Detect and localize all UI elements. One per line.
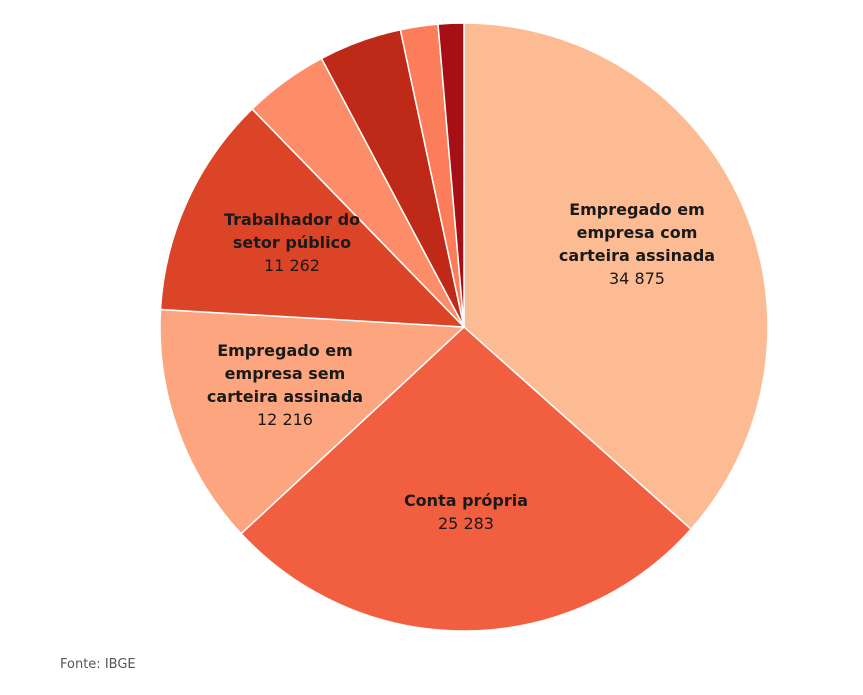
- pie-slice-conta-propria: [240, 325, 693, 632]
- slice-value-empregado-em-empresa-sem-carteira-assinada: 12 216: [257, 410, 313, 429]
- slice-label-conta-propria-line-1: Conta própria: [404, 491, 528, 510]
- pie-slices: [159, 22, 769, 632]
- slice-label-empregado-em-empresa-sem-carteira-assinada-line-1: Empregado em: [217, 341, 353, 360]
- slice-label-empregado-em-empresa-com-carteira-assinada-line-1: Empregado em: [569, 200, 705, 219]
- pie-slice-empregado-em-empresa-sem-carteira-assinada: [159, 308, 466, 535]
- slice-value-empregado-em-empresa-com-carteira-assinada: 34 875: [609, 269, 665, 288]
- slice-value-conta-propria: 25 283: [438, 514, 494, 533]
- slice-label-trabalhador-do-setor-publico-line-2: setor público: [233, 233, 351, 252]
- slice-label-empregado-em-empresa-com-carteira-assinada-line-2: empresa com: [577, 223, 698, 242]
- slice-label-empregado-em-empresa-com-carteira-assinada-line-3: carteira assinada: [559, 246, 715, 265]
- pie-slice-trabalhador-do-setor-publico: [159, 107, 466, 328]
- pie-labels: Empregado em empresa com carteira assinada…: [207, 200, 715, 533]
- pie-slice-unlabeled-7: [437, 22, 465, 328]
- slice-value-trabalhador-do-setor-publico: 11 262: [264, 256, 320, 275]
- slice-label-empregado-em-empresa-sem-carteira-assinada-line-3: carteira assinada: [207, 387, 363, 406]
- slice-label-empregado-em-empresa-sem-carteira-assinada-line-2: empresa sem: [225, 364, 346, 383]
- source-note: Fonte: IBGE: [60, 657, 136, 672]
- slice-label-trabalhador-do-setor-publico-line-1: Trabalhador do: [224, 210, 360, 229]
- pie-slice-empregado-em-empresa-com-carteira-assinada: [463, 22, 769, 531]
